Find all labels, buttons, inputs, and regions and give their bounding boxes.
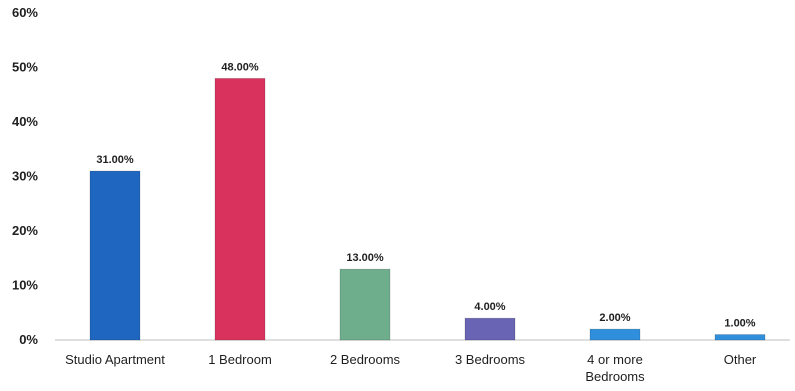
data-label: 31.00%	[96, 154, 134, 166]
bar	[464, 317, 516, 341]
y-tick-label: 40%	[12, 114, 38, 129]
data-label: 4.00%	[474, 301, 505, 313]
x-tick-label: 4 or more	[587, 352, 643, 367]
bar	[714, 334, 766, 341]
x-tick-label: 2 Bedrooms	[330, 352, 401, 367]
bar	[339, 268, 391, 341]
y-tick-label: 10%	[12, 278, 38, 293]
bars	[89, 78, 766, 341]
x-tick-label: Bedrooms	[585, 369, 645, 384]
data-label: 48.00%	[221, 61, 259, 73]
bar	[214, 78, 266, 341]
data-label: 1.00%	[724, 318, 755, 330]
y-tick-label: 0%	[19, 332, 38, 347]
y-tick-label: 50%	[12, 60, 38, 75]
x-tick-label: 1 Bedroom	[208, 352, 272, 367]
y-axis: 0% 10% 20% 30% 40% 50% 60%	[12, 5, 38, 347]
x-axis: Studio Apartment 1 Bedroom 2 Bedrooms 3 Bed…	[55, 339, 790, 384]
y-tick-label: 60%	[12, 5, 38, 20]
data-labels: 31.00% 48.00% 13.00% 4.00% 2.00% 1.00%	[96, 61, 755, 329]
x-tick-label: Studio Apartment	[65, 352, 165, 367]
y-tick-label: 30%	[12, 169, 38, 184]
y-tick-label: 20%	[12, 223, 38, 238]
data-label: 13.00%	[346, 252, 384, 264]
x-tick-label: 3 Bedrooms	[455, 352, 526, 367]
data-label: 2.00%	[599, 312, 630, 324]
bar	[589, 328, 641, 341]
bar	[89, 170, 141, 341]
x-tick-label: Other	[724, 352, 757, 367]
